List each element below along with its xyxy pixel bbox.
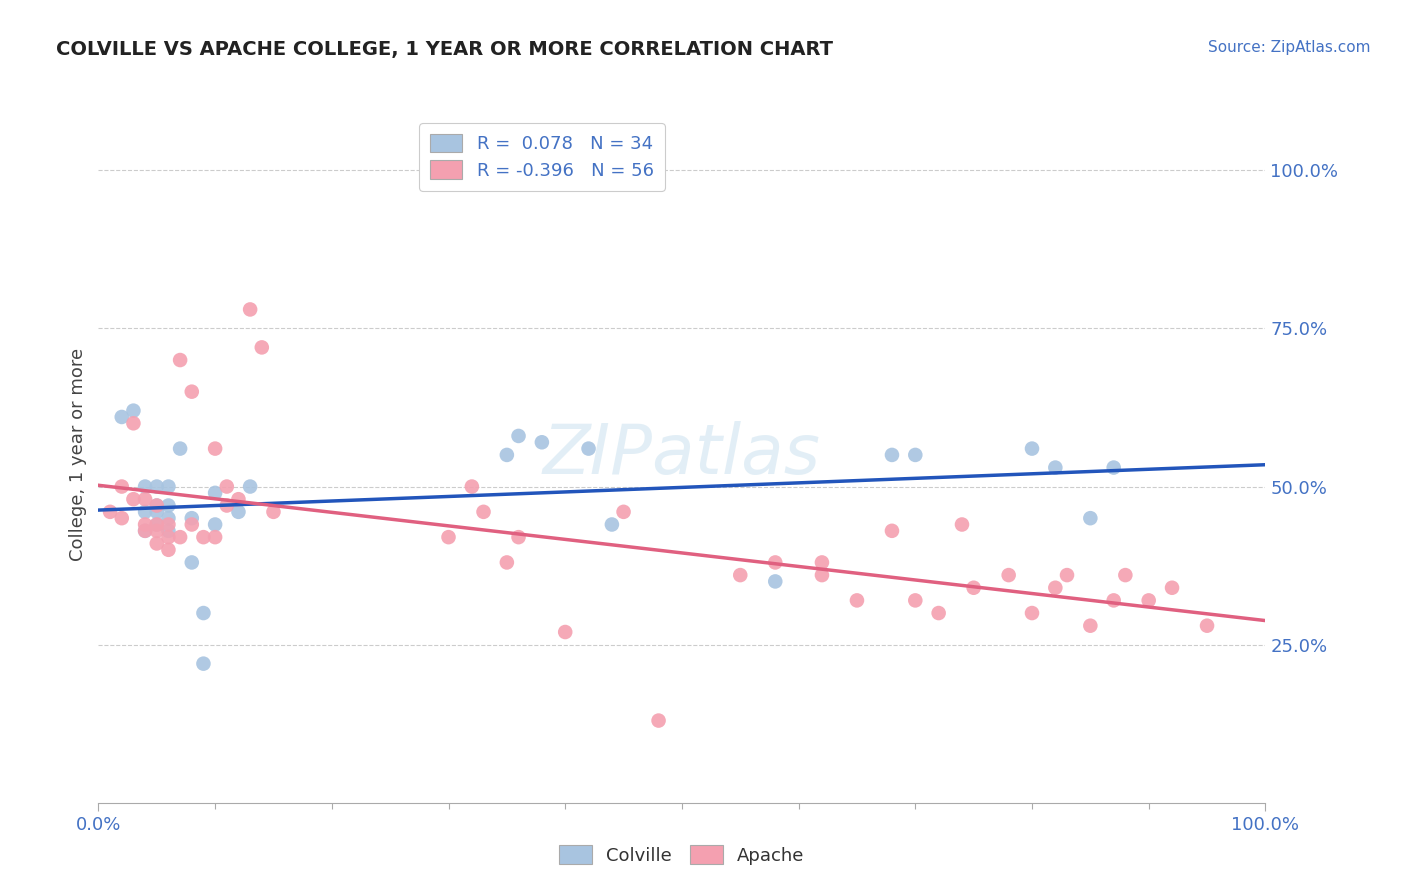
Point [180, 384, 202, 399]
Point [111, 479, 134, 493]
Point [122, 492, 145, 507]
Point [530, 435, 553, 450]
Point [169, 530, 191, 544]
Point [180, 517, 202, 532]
Point [1195, 618, 1218, 632]
Point [204, 530, 226, 544]
Point [122, 417, 145, 431]
Point [146, 499, 169, 513]
Point [111, 511, 134, 525]
Point [228, 492, 250, 507]
Point [146, 517, 169, 532]
Point [239, 302, 262, 317]
Point [997, 568, 1019, 582]
Point [1102, 593, 1125, 607]
Point [880, 448, 903, 462]
Point [157, 530, 180, 544]
Text: ZIPatlas: ZIPatlas [543, 421, 821, 489]
Point [250, 340, 273, 354]
Point [157, 517, 180, 532]
Point [950, 517, 973, 532]
Point [1056, 568, 1078, 582]
Point [193, 530, 215, 544]
Point [146, 536, 169, 550]
Point [134, 517, 156, 532]
Point [180, 511, 202, 525]
Point [157, 524, 180, 538]
Point [600, 517, 623, 532]
Point [461, 479, 484, 493]
Point [1080, 511, 1102, 525]
Point [134, 505, 156, 519]
Point [157, 479, 180, 493]
Point [1021, 442, 1043, 456]
Point [204, 517, 226, 532]
Point [811, 556, 834, 570]
Point [134, 479, 156, 493]
Point [204, 442, 226, 456]
Point [1021, 606, 1043, 620]
Point [239, 479, 262, 493]
Point [496, 448, 519, 462]
Point [554, 625, 576, 640]
Point [157, 511, 180, 525]
Point [904, 448, 927, 462]
Legend: Colville, Apache: Colville, Apache [550, 837, 814, 874]
Y-axis label: College, 1 year or more: College, 1 year or more [69, 349, 87, 561]
Point [134, 524, 156, 538]
Point [1161, 581, 1184, 595]
Point [193, 657, 215, 671]
Point [146, 499, 169, 513]
Point [647, 714, 669, 728]
Point [134, 524, 156, 538]
Point [204, 486, 226, 500]
Point [98, 505, 121, 519]
Point [157, 499, 180, 513]
Point [263, 505, 285, 519]
Point [169, 353, 191, 368]
Point [763, 556, 786, 570]
Point [763, 574, 786, 589]
Point [122, 403, 145, 417]
Point [811, 568, 834, 582]
Point [215, 479, 238, 493]
Text: Source: ZipAtlas.com: Source: ZipAtlas.com [1208, 40, 1371, 55]
Point [1045, 460, 1067, 475]
Point [134, 492, 156, 507]
Point [146, 479, 169, 493]
Point [880, 524, 903, 538]
Point [1080, 618, 1102, 632]
Point [437, 530, 460, 544]
Point [578, 442, 600, 456]
Point [157, 542, 180, 557]
Point [1137, 593, 1160, 607]
Point [111, 409, 134, 424]
Point [904, 593, 927, 607]
Point [496, 556, 519, 570]
Point [146, 524, 169, 538]
Point [613, 505, 636, 519]
Point [963, 581, 986, 595]
Point [169, 442, 191, 456]
Point [928, 606, 950, 620]
Point [508, 429, 530, 443]
Point [228, 505, 250, 519]
Point [1045, 581, 1067, 595]
Point [1114, 568, 1136, 582]
Point [1102, 460, 1125, 475]
Point [215, 499, 238, 513]
Point [193, 606, 215, 620]
Text: COLVILLE VS APACHE COLLEGE, 1 YEAR OR MORE CORRELATION CHART: COLVILLE VS APACHE COLLEGE, 1 YEAR OR MO… [56, 40, 834, 59]
Point [508, 530, 530, 544]
Point [730, 568, 752, 582]
Point [846, 593, 869, 607]
Point [180, 556, 202, 570]
Point [146, 505, 169, 519]
Point [146, 517, 169, 532]
Point [472, 505, 495, 519]
